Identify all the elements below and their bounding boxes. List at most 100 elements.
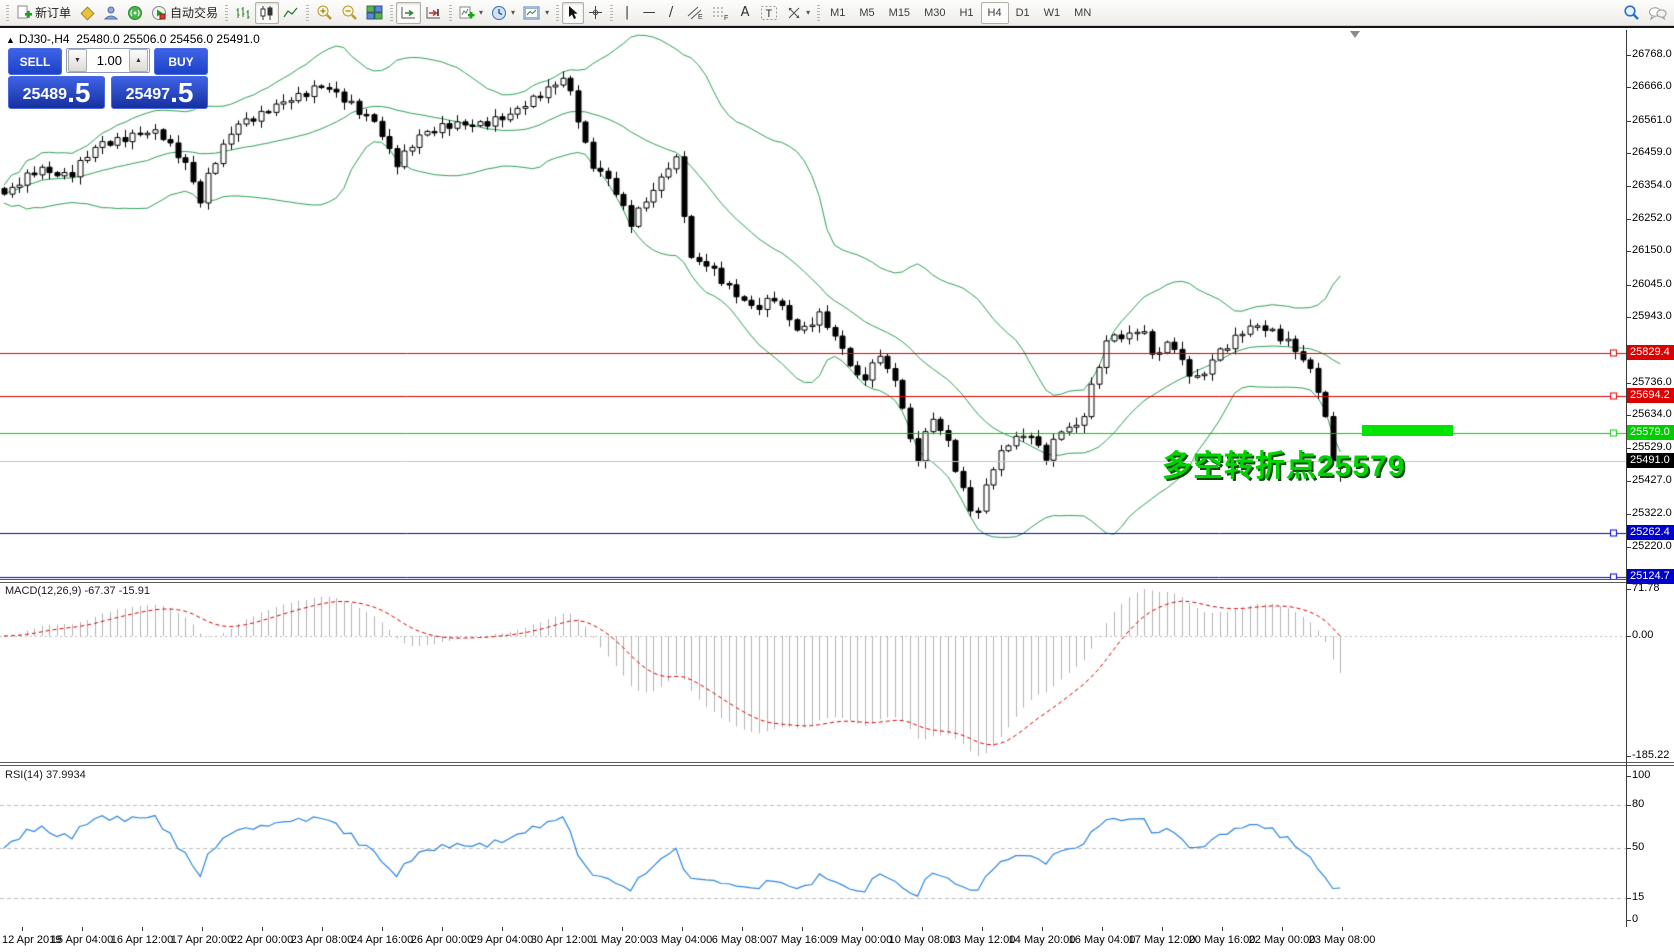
- auto-trading-button[interactable]: 自动交易: [147, 2, 222, 24]
- auto-scroll-button[interactable]: [396, 1, 422, 24]
- rsi-panel-canvas[interactable]: [0, 765, 1626, 927]
- shapes-tool[interactable]: ▾: [782, 2, 814, 24]
- price-level-badge: 25694.2: [1627, 388, 1674, 404]
- templates-button[interactable]: ▾: [519, 2, 553, 24]
- timeframe-D1[interactable]: D1: [1015, 6, 1030, 19]
- collapse-arrow-icon[interactable]: ▲: [6, 35, 15, 45]
- equidistant-channel-icon: E: [687, 6, 703, 21]
- vps-button[interactable]: [99, 2, 123, 24]
- macd-tick: [1626, 589, 1631, 590]
- time-tick-label: 15 Apr 04:00: [50, 934, 114, 946]
- zoom-out-icon: [342, 5, 357, 20]
- profiles-icon: [80, 5, 95, 21]
- templates-icon: [523, 6, 540, 19]
- line-chart-icon: [283, 7, 298, 17]
- ohlc-values: 25480.0 25506.0 25456.0 25491.0: [76, 32, 260, 46]
- volume-decrease-button[interactable]: ▼: [68, 49, 87, 72]
- buy-button[interactable]: BUY: [154, 48, 208, 75]
- main-chart-canvas[interactable]: [0, 30, 1626, 580]
- time-tick: [142, 927, 143, 931]
- timeframe-M30[interactable]: M30: [924, 6, 946, 19]
- symbol-period-label: DJ30-,H4: [18, 32, 70, 46]
- chart-annotation-text[interactable]: 多空转折点25579: [1162, 450, 1406, 483]
- time-tick-label: 30 Apr 12:00: [530, 934, 594, 946]
- timeframe-W1[interactable]: W1: [1043, 6, 1061, 19]
- panel-separator[interactable]: [0, 762, 1674, 766]
- timeframe-M5[interactable]: M5: [859, 6, 875, 19]
- new-order-button[interactable]: 新订单: [12, 2, 75, 24]
- time-tick-label: 12 Apr 2019: [2, 934, 62, 946]
- highlight-rectangle[interactable]: [1362, 425, 1453, 436]
- price-level-badge: 25262.4: [1627, 525, 1674, 541]
- fibonacci-tool[interactable]: F: [708, 2, 734, 24]
- volume-increase-button[interactable]: ▲: [129, 49, 148, 72]
- time-axis[interactable]: 12 Apr 2019 15 Apr 04:00 16 Apr 12:00 17 Ap…: [0, 927, 1674, 952]
- new-chart-button[interactable]: ▾: [455, 2, 487, 24]
- cursor-button[interactable]: [562, 1, 585, 24]
- timeframe-H1[interactable]: H1: [959, 6, 974, 19]
- time-tick: [562, 927, 563, 931]
- price-tick: [1626, 120, 1631, 122]
- line-chart-button[interactable]: [279, 2, 303, 24]
- time-tick-label: 10 May 08:00: [888, 934, 956, 946]
- time-tick: [622, 927, 623, 931]
- search-button[interactable]: [1619, 2, 1644, 24]
- zoom-in-button[interactable]: [312, 2, 337, 24]
- crosshair-button[interactable]: [584, 2, 607, 24]
- timeframe-group: M1 M5 M15 M30 H1 H4 D1 W1 MN: [823, 1, 1098, 24]
- periods-button[interactable]: ▾: [487, 2, 519, 24]
- toolbar-grip: [390, 4, 394, 21]
- signals-button[interactable]: [123, 2, 147, 24]
- time-tick-label: 29 Apr 04:00: [470, 934, 534, 946]
- timeframe-MN[interactable]: MN: [1074, 6, 1092, 19]
- toolbar-grip: [449, 4, 453, 21]
- bar-chart-button[interactable]: [231, 2, 255, 24]
- vertical-line-tool[interactable]: |: [616, 2, 638, 24]
- sell-button[interactable]: SELL: [8, 48, 62, 75]
- timeframe-M15[interactable]: M15: [888, 6, 911, 19]
- time-tick-label: 23 May 08:00: [1308, 934, 1376, 946]
- sell-price-box[interactable]: 25489.5: [8, 76, 105, 109]
- zoom-out-button[interactable]: [337, 2, 362, 24]
- equidistant-channel-tool[interactable]: E: [682, 2, 708, 24]
- time-tick: [202, 927, 203, 931]
- macd-panel-canvas[interactable]: [0, 582, 1626, 763]
- time-tick: [382, 927, 383, 931]
- rsi-tick: [1626, 804, 1631, 806]
- rsi-tick: [1626, 920, 1631, 921]
- candlestick-chart-button[interactable]: [255, 1, 280, 24]
- tile-windows-button[interactable]: [362, 2, 387, 24]
- search-icon: [1624, 5, 1639, 20]
- text-tool[interactable]: A: [734, 2, 756, 24]
- svg-text:T: T: [766, 8, 773, 20]
- time-tick: [1282, 927, 1283, 931]
- horizontal-line-tool[interactable]: —: [638, 2, 660, 24]
- sell-price-frac: .5: [67, 77, 91, 108]
- rsi-label: RSI(14) 37.9934: [5, 769, 86, 781]
- rsi-tick-label: 0: [1632, 913, 1639, 925]
- trendline-tool[interactable]: /: [660, 2, 682, 24]
- buy-price-box[interactable]: 25497.5: [111, 76, 208, 109]
- volume-input[interactable]: 1.00: [96, 53, 122, 68]
- fibonacci-icon: F: [713, 7, 728, 21]
- text-label-tool[interactable]: T: [756, 2, 782, 24]
- timeframe-H4[interactable]: H4: [980, 1, 1009, 24]
- timeframe-M1[interactable]: M1: [830, 6, 846, 19]
- toolbar-grip: [817, 4, 821, 21]
- time-tick: [322, 927, 323, 931]
- volume-stepper: ▼ 1.00 ▲: [66, 48, 150, 73]
- one-click-trading-panel: SELL ▼ 1.00 ▲ BUY 25489.5 25497.5: [8, 48, 208, 109]
- chart-shift-marker[interactable]: [1350, 31, 1360, 38]
- panel-separator[interactable]: [0, 579, 1674, 583]
- auto-scroll-icon: [401, 6, 416, 18]
- chat-button[interactable]: [1644, 2, 1671, 24]
- time-tick: [862, 927, 863, 931]
- rsi-title: RSI(14): [5, 769, 43, 781]
- chart-header: ▲ DJ30-,H4 25480.0 25506.0 25456.0 25491.…: [6, 32, 260, 46]
- time-tick: [1222, 927, 1223, 931]
- chart-shift-button[interactable]: [421, 2, 446, 24]
- time-tick: [802, 927, 803, 931]
- window-border: [0, 26, 1674, 28]
- profiles-button[interactable]: [75, 2, 99, 24]
- time-tick-label: 7 May 16:00: [771, 934, 833, 946]
